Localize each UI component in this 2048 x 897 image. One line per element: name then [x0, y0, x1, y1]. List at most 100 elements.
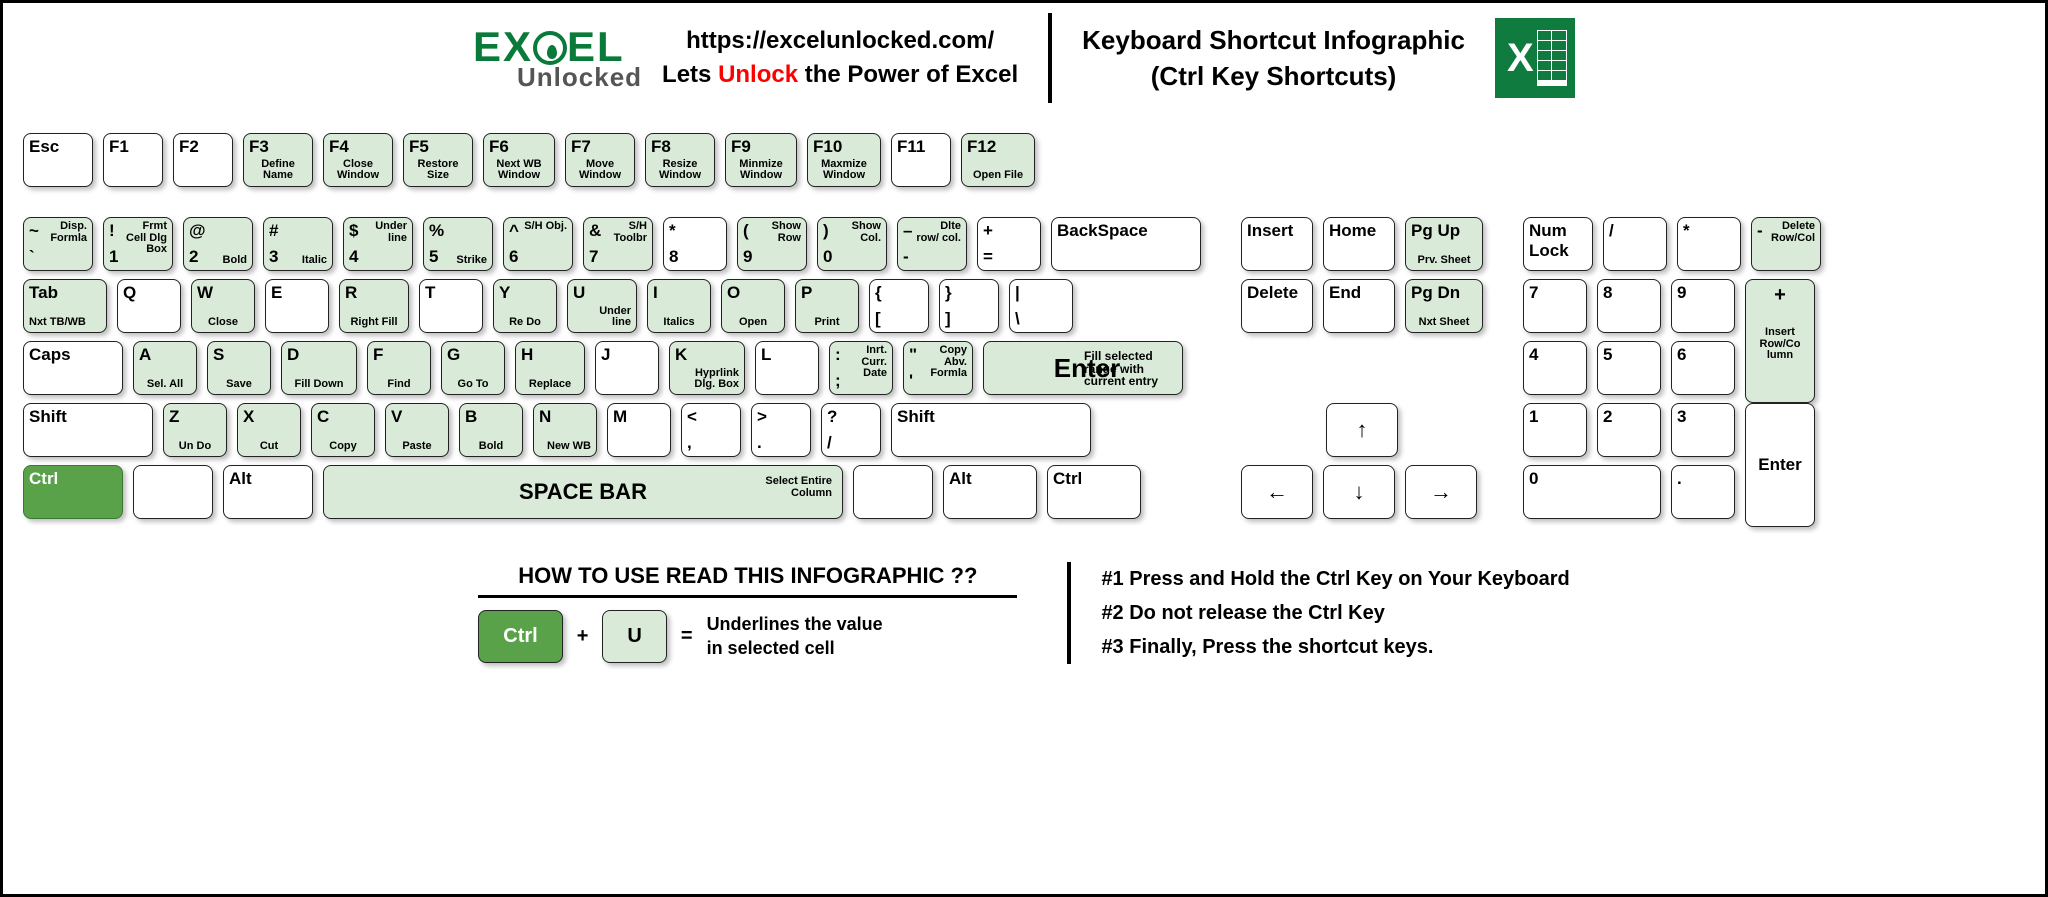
key: F8Resize Window: [645, 133, 715, 187]
key: Alt: [943, 465, 1037, 519]
key: F12Open File: [961, 133, 1035, 187]
nav-block: InsertHomePg UpPrv. Sheet DeleteEndPg Dn…: [1241, 217, 1483, 527]
key: BBold: [459, 403, 523, 457]
arrow-right-key: →: [1405, 465, 1477, 519]
key: F9Minmize Window: [725, 133, 797, 187]
key: 9: [1671, 279, 1735, 333]
key: Shift: [23, 403, 153, 457]
keyboard: EscF1F2F3Define NameF4Close WindowF5Rest…: [23, 133, 2025, 527]
key: EnterFill selected range with current en…: [983, 341, 1183, 395]
header-divider: [1048, 13, 1052, 103]
key: >.: [751, 403, 811, 457]
key: F11: [891, 133, 951, 187]
key: UUnder line: [567, 279, 637, 333]
key: RRight Fill: [339, 279, 409, 333]
qwerty-row: TabNxt TB/WBQWCloseERRight FillTYRe DoUU…: [23, 279, 1201, 333]
key: F6Next WB Window: [483, 133, 555, 187]
infographic-title: Keyboard Shortcut Infographic (Ctrl Key …: [1082, 22, 1465, 95]
key: 8: [1597, 279, 1661, 333]
key: ^6S/H Obj.: [503, 217, 573, 271]
excel-unlocked-logo: EXEL Unlocked: [473, 27, 642, 89]
key: *8: [663, 217, 727, 271]
main-key-block: ~`Disp. Formla!1Frmt Cell Dlg Box@2Bold#…: [23, 217, 1201, 527]
key: KHyprlink Dlg. Box: [669, 341, 745, 395]
key: E: [265, 279, 329, 333]
key: Ctrl: [1047, 465, 1141, 519]
header: EXEL Unlocked https://excelunlocked.com/…: [23, 13, 2025, 103]
key: -Delete Row/Col: [1751, 217, 1821, 271]
function-key-row: EscF1F2F3Define NameF4Close WindowF5Rest…: [23, 133, 2025, 187]
key: !1Frmt Cell Dlg Box: [103, 217, 173, 271]
zxcv-row: ShiftZUn DoXCutCCopyVPasteBBoldNNew WBM<…: [23, 403, 1201, 457]
numpad-row-2: 789: [1523, 279, 1735, 333]
nav-row-2: DeleteEndPg DnNxt Sheet: [1241, 279, 1483, 333]
key: OOpen: [721, 279, 785, 333]
key: T: [419, 279, 483, 333]
key: End: [1323, 279, 1395, 333]
key: TabNxt TB/WB: [23, 279, 107, 333]
numpad-row-4: 123: [1523, 403, 1735, 457]
key: :;Inrt. Curr. Date: [829, 341, 893, 395]
key: Ctrl: [23, 465, 123, 519]
key: *: [1677, 217, 1741, 271]
key: M: [607, 403, 671, 457]
numpad-row-5: 0.: [1523, 465, 1735, 519]
key: Shift: [891, 403, 1091, 457]
arrow-lr-row: ← ↓ →: [1241, 465, 1483, 519]
key: Insert: [1241, 217, 1313, 271]
key: F5Restore Size: [403, 133, 473, 187]
nav-row-1: InsertHomePg UpPrv. Sheet: [1241, 217, 1483, 271]
footer: HOW TO USE READ THIS INFOGRAPHIC ?? Ctrl…: [23, 562, 2025, 664]
key: Pg DnNxt Sheet: [1405, 279, 1483, 333]
key: YRe Do: [493, 279, 557, 333]
arrow-left-key: ←: [1241, 465, 1313, 519]
key: L: [755, 341, 819, 395]
key: .: [1671, 465, 1735, 519]
key: 7: [1523, 279, 1587, 333]
key: SSave: [207, 341, 271, 395]
key: [133, 465, 213, 519]
key: IItalics: [647, 279, 711, 333]
key: [853, 465, 933, 519]
arrow-up-key: ↑: [1326, 403, 1398, 457]
numpad-plus-key: +Insert Row/Co lumn: [1745, 279, 1815, 403]
key: DFill Down: [281, 341, 357, 395]
key: J: [595, 341, 659, 395]
key: HReplace: [515, 341, 585, 395]
key: #3Italic: [263, 217, 333, 271]
bottom-row: CtrlAltSPACE BARSelect Entire ColumnAltC…: [23, 465, 1201, 519]
asdf-row: CapsASel. AllSSaveDFill DownFFindGGo ToH…: [23, 341, 1201, 395]
key: "'Copy Abv. Formla: [903, 341, 973, 395]
key: 0: [1523, 465, 1661, 519]
howto-u-key: U: [602, 610, 666, 663]
howto-plus: +: [577, 625, 589, 648]
key: ASel. All: [133, 341, 197, 395]
arrow-down-key: ↓: [1323, 465, 1395, 519]
tagline: https://excelunlocked.com/ Lets Unlock t…: [662, 24, 1018, 91]
key: GGo To: [441, 341, 505, 395]
key: SPACE BARSelect Entire Column: [323, 465, 843, 519]
numpad-enter-key: Enter: [1745, 403, 1815, 527]
key: F7Move Window: [565, 133, 635, 187]
howto-title: HOW TO USE READ THIS INFOGRAPHIC ??: [478, 563, 1017, 598]
howto-desc: Underlines the value in selected cell: [707, 613, 883, 660]
howto-ctrl-key: Ctrl: [478, 610, 562, 663]
key: F4Close Window: [323, 133, 393, 187]
key: PPrint: [795, 279, 859, 333]
key: –-Dlte row/ col.: [897, 217, 967, 271]
key: Home: [1323, 217, 1395, 271]
number-row: ~`Disp. Formla!1Frmt Cell Dlg Box@2Bold#…: [23, 217, 1201, 271]
key: &7S/H Toolbr: [583, 217, 653, 271]
key: F3Define Name: [243, 133, 313, 187]
key: VPaste: [385, 403, 449, 457]
key: ~`Disp. Formla: [23, 217, 93, 271]
key: }]: [939, 279, 999, 333]
key: Caps: [23, 341, 123, 395]
key: ?/: [821, 403, 881, 457]
key: NNew WB: [533, 403, 597, 457]
key: {[: [869, 279, 929, 333]
key: Alt: [223, 465, 313, 519]
key: Q: [117, 279, 181, 333]
key: 3: [1671, 403, 1735, 457]
excel-icon: X: [1495, 18, 1575, 98]
